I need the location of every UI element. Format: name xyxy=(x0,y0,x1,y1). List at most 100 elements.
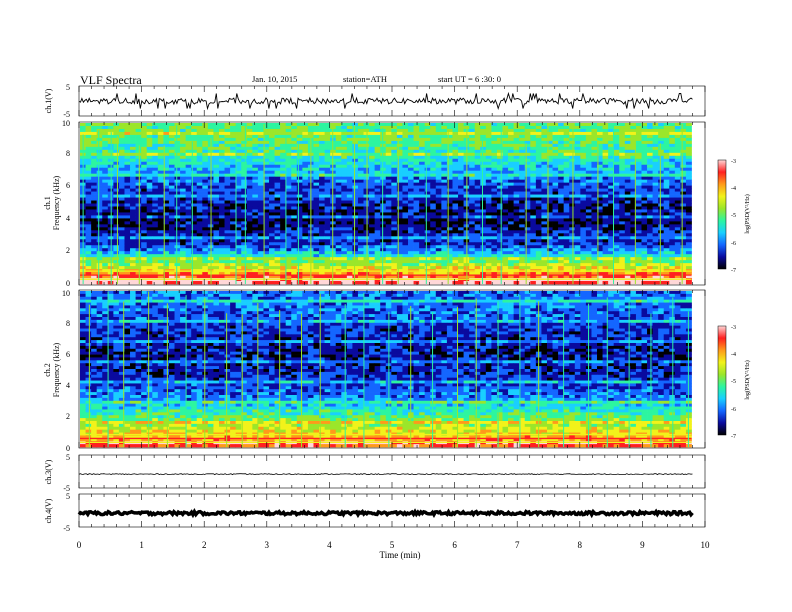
spectrogram-cell xyxy=(313,236,320,240)
spectrogram-cell xyxy=(652,128,659,133)
spectrogram-cell xyxy=(608,251,615,255)
spectrogram-cell xyxy=(663,125,670,130)
spectrogram-cell xyxy=(357,251,364,255)
spectrogram-cell xyxy=(485,245,492,249)
spectrogram-cell xyxy=(257,164,264,169)
spectrogram-cell xyxy=(435,140,442,145)
spectrogram-cell xyxy=(285,206,292,210)
spectrogram-cell xyxy=(146,233,153,237)
spectrogram-cell xyxy=(257,218,264,222)
spectrogram-cell xyxy=(619,239,626,243)
spectrogram-cell xyxy=(196,248,203,252)
spectrogram-cell xyxy=(674,230,681,234)
spectrogram-cell xyxy=(580,173,587,178)
spectrogram-cell xyxy=(113,206,120,210)
spectrogram-cell xyxy=(363,209,370,213)
spectrogram-cell xyxy=(430,254,437,258)
spectrogram-cell xyxy=(157,191,164,195)
spectrogram-cell xyxy=(635,152,642,157)
spectrogram-cell xyxy=(196,161,203,166)
spectrogram-cell xyxy=(118,251,125,255)
spectrogram-cell xyxy=(430,227,437,231)
spectrogram-cell xyxy=(291,200,298,204)
spectrogram-cell xyxy=(269,239,275,243)
spectrogram-cell xyxy=(563,233,570,237)
spectrogram-cell xyxy=(441,188,448,192)
spectrogram-cell xyxy=(491,170,498,175)
spectrogram-cell xyxy=(441,248,448,252)
spectrogram-cell xyxy=(252,239,259,243)
spectrogram-cell xyxy=(558,206,565,210)
spectrogram-cell xyxy=(446,200,453,204)
spectrogram-cell xyxy=(485,197,492,201)
spectrogram-cell xyxy=(341,209,348,213)
spectrogram-cell xyxy=(491,230,498,234)
spectrogram-cell xyxy=(196,143,203,148)
spectrogram-cell xyxy=(541,146,548,151)
spectrogram-cell xyxy=(502,170,509,175)
spectrogram-cell xyxy=(597,251,603,255)
spectrogram-cell xyxy=(352,179,359,183)
spectrogram-cell xyxy=(185,224,192,228)
spectrogram-cell xyxy=(391,230,398,234)
spectrogram-cell xyxy=(602,218,609,222)
spectrogram-cell xyxy=(685,152,692,157)
spectrogram-cell xyxy=(235,194,242,198)
spectrogram-cell xyxy=(597,123,603,127)
spectrogram-cell xyxy=(168,200,175,204)
spectrogram-cell xyxy=(508,230,514,234)
spectrogram-cell xyxy=(396,221,403,225)
spectrogram-cell xyxy=(402,140,409,145)
spectrogram-cell xyxy=(380,173,387,178)
spectrogram-cell xyxy=(569,239,576,243)
spectrogram-cell xyxy=(313,221,320,225)
spectrogram-cell xyxy=(674,167,681,172)
spectrogram-cell xyxy=(335,224,342,228)
spectrogram-cell xyxy=(357,209,364,213)
spectrogram-cell xyxy=(369,248,375,252)
spectrogram-cell xyxy=(274,182,281,186)
spectrogram-cell xyxy=(563,239,570,243)
spectrogram-cell xyxy=(280,191,287,195)
spectrogram-cell xyxy=(346,233,353,237)
spectrogram-cell xyxy=(296,245,303,249)
spectrogram-cell xyxy=(163,182,170,186)
spectrogram-cell xyxy=(257,197,264,201)
spectrogram-cell xyxy=(513,164,520,169)
spectrogram-cell xyxy=(391,233,398,237)
spectrogram-cell xyxy=(630,248,637,252)
spectrogram-cell xyxy=(102,251,109,255)
spectrogram-cell xyxy=(202,146,209,151)
spectrogram-cell xyxy=(408,131,414,136)
spectrogram-cell xyxy=(530,209,537,213)
spectrogram-cell xyxy=(519,146,526,151)
spectrogram-cell xyxy=(191,245,198,249)
spectrogram-cell xyxy=(630,209,637,213)
spectrogram-cell xyxy=(446,173,453,178)
spectrogram-cell xyxy=(674,224,681,228)
spectrogram-cell xyxy=(619,248,626,252)
spectrogram-cell xyxy=(319,149,325,154)
spectrogram-cell xyxy=(602,212,609,216)
spectrogram-cell xyxy=(480,188,487,192)
spectrogram-cell xyxy=(435,188,442,192)
spectrogram-cell xyxy=(480,200,487,204)
spectrogram-cell xyxy=(674,200,681,204)
spectrogram-cell xyxy=(218,179,225,183)
spectrogram-cell xyxy=(474,245,481,249)
spectrogram-cell xyxy=(291,245,298,249)
spectrogram-cell xyxy=(118,125,125,130)
spectrogram-cell xyxy=(502,137,509,142)
spectrogram-cell xyxy=(647,149,653,154)
spectrogram-cell xyxy=(502,152,509,157)
spectrogram-cell xyxy=(524,188,531,192)
spectrogram-cell xyxy=(324,197,331,201)
spectrogram-cell xyxy=(130,203,136,207)
spectrogram-cell xyxy=(669,206,676,210)
spectrogram-cell xyxy=(535,140,542,145)
spectrogram-cell xyxy=(157,152,164,157)
spectrogram-cell xyxy=(369,209,375,213)
spectrogram-cell xyxy=(591,149,598,154)
spectrogram-cell xyxy=(469,125,476,130)
spectrogram-cell xyxy=(452,248,459,252)
